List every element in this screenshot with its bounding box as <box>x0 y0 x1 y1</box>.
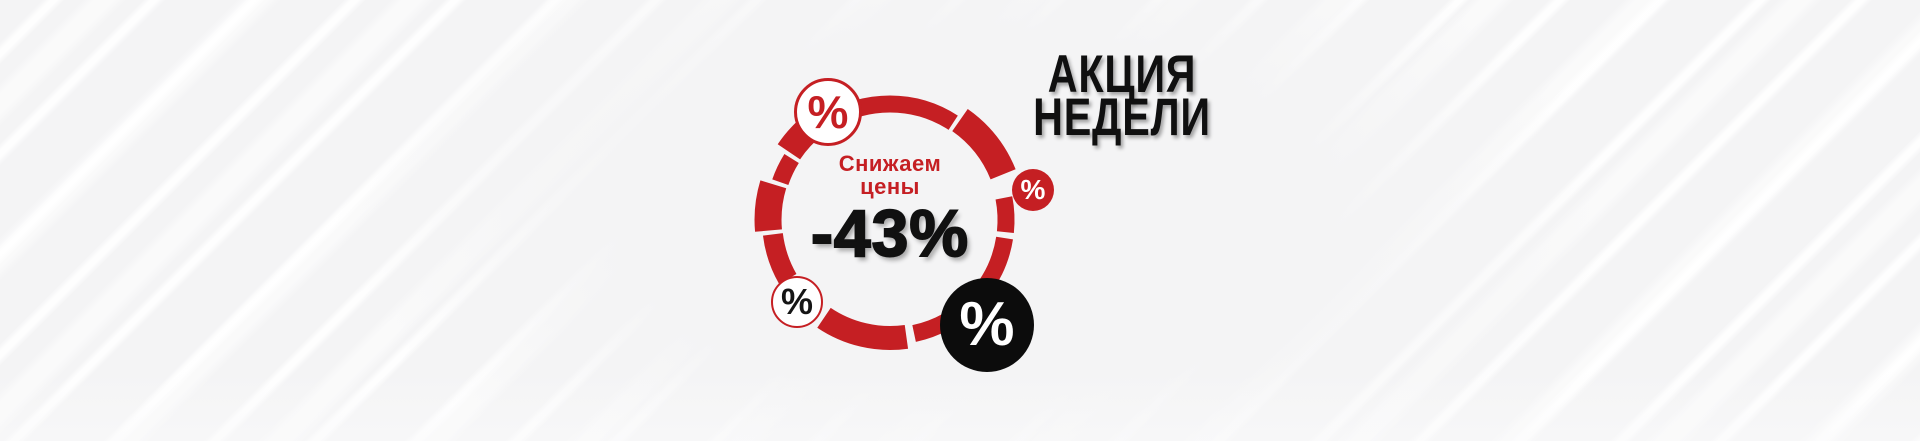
banner-heading: АКЦИЯ НЕДЕЛИ <box>1028 45 1215 147</box>
ring-center-text: Снижаем цены -43% <box>765 151 1015 270</box>
ring-segment <box>762 232 797 284</box>
percent-badge-top-left: % <box>794 78 862 146</box>
ring-segment <box>754 180 787 232</box>
percent-icon: % <box>780 281 813 322</box>
heading-line2: НЕДЕЛИ <box>1033 88 1211 147</box>
heading-line1: АКЦИЯ <box>1047 45 1197 104</box>
percent-icon: % <box>1020 174 1046 205</box>
percent-icon: % <box>807 86 849 138</box>
ring-segment <box>995 196 1015 233</box>
ring-segment <box>772 153 799 186</box>
discount-value: -43% <box>810 196 970 270</box>
percent-icon: % <box>959 290 1015 359</box>
percent-badge-bottom-left: % <box>771 276 823 328</box>
ring-segment <box>951 109 1016 180</box>
promo-tagline-line1: Снижаем <box>838 151 942 176</box>
ring-segment <box>817 307 909 351</box>
promo-tagline-line2: цены <box>860 174 920 199</box>
percent-badge-bottom-right: % <box>940 278 1034 372</box>
percent-badge-right: % <box>1012 169 1054 211</box>
